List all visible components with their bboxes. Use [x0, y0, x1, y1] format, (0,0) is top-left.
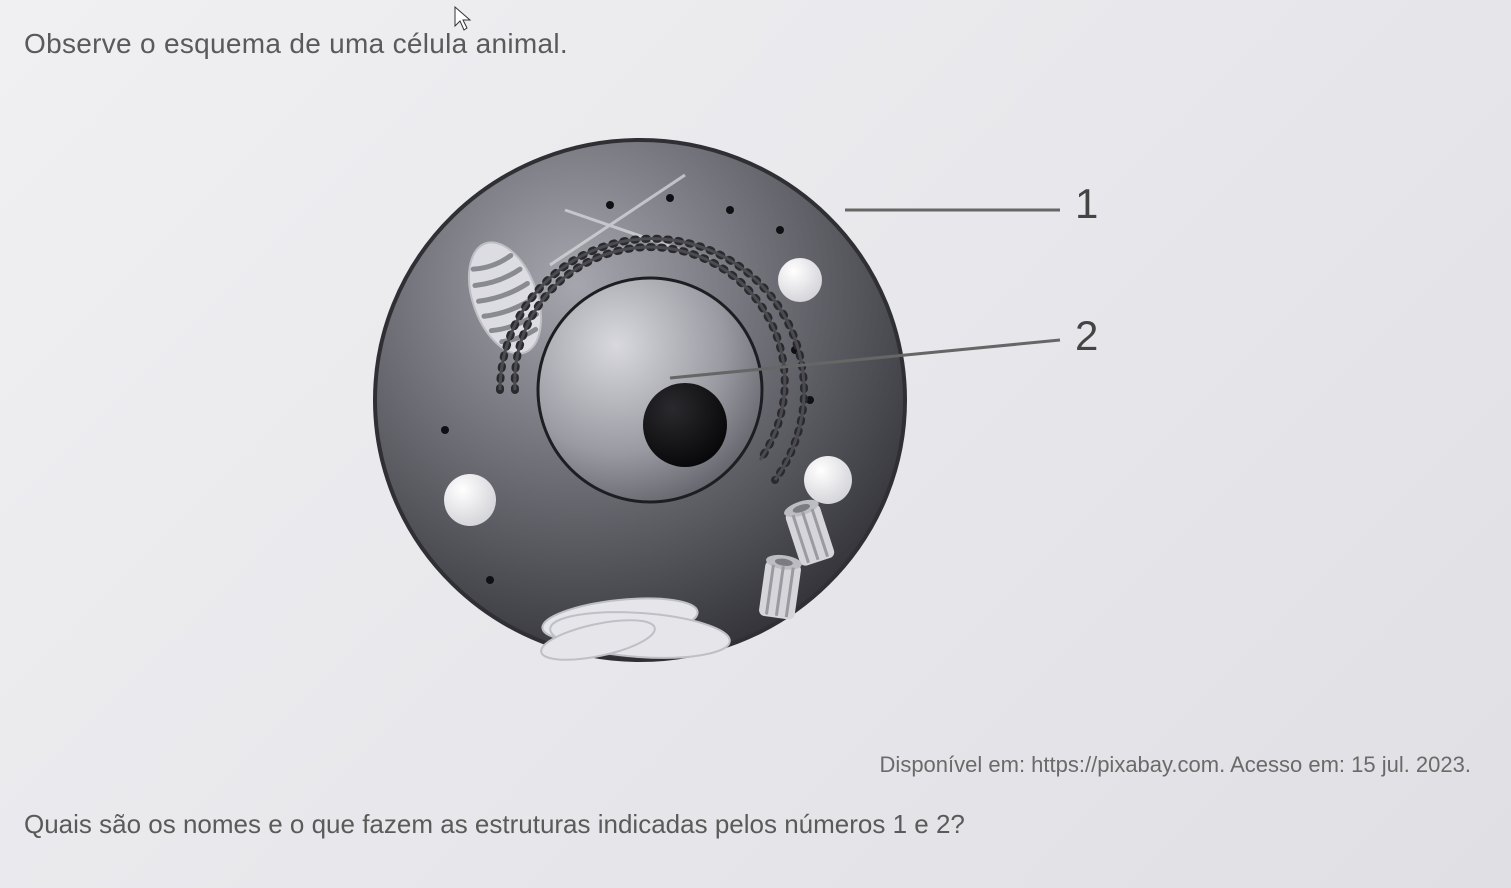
instruction-text: Observe o esquema de uma célula animal.: [24, 28, 568, 60]
vacuole: [444, 474, 496, 526]
cell-diagram: 1 2: [340, 80, 1160, 720]
question-text: Quais são os nomes e o que fazem as estr…: [24, 809, 965, 840]
cell-svg: [340, 80, 1160, 720]
nucleolus: [643, 383, 727, 467]
label-1: 1: [1075, 180, 1098, 228]
label-2: 2: [1075, 312, 1098, 360]
nucleus: [538, 278, 762, 502]
image-credit: Disponível em: https://pixabay.com. Aces…: [880, 752, 1471, 778]
vacuole: [804, 456, 852, 504]
vacuole: [778, 258, 822, 302]
